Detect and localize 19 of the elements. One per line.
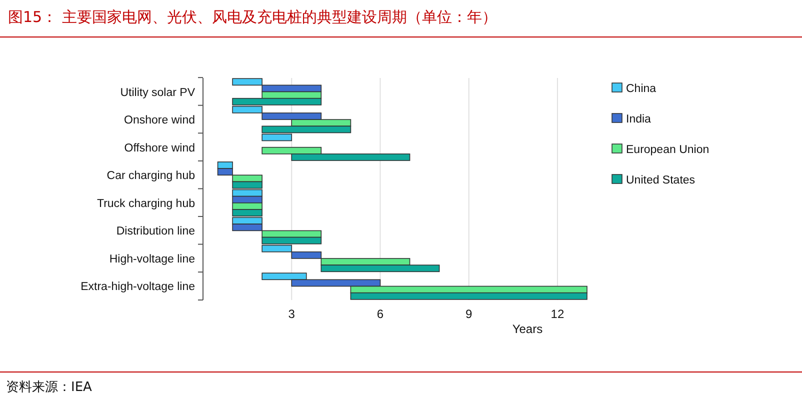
y-tick-label: Utility solar PV: [120, 86, 196, 99]
x-tick-label: 3: [288, 307, 296, 321]
y-tick-label: Offshore wind: [124, 142, 195, 154]
y-tick-label: Extra-high-voltage line: [80, 281, 195, 294]
x-tick-label: 9: [466, 307, 472, 321]
y-tick-label: Onshore wind: [124, 114, 195, 127]
legend-label: China: [626, 83, 657, 95]
y-tick-label: Car charging hub: [106, 170, 195, 182]
legend-label: United States: [626, 174, 696, 186]
legend-label: European Union: [626, 144, 710, 156]
x-axis-title: Years: [512, 322, 543, 336]
legend-label: India: [626, 114, 652, 126]
text: 资料来源：IEA: [6, 380, 92, 395]
y-tick-label: Distribution line: [116, 226, 195, 238]
chart-title: 图15： 主要国家电网、光伏、风电及充电桩的典型建设周期（单位：年）: [8, 8, 497, 26]
x-tick-label: 6: [376, 307, 384, 321]
y-tick-label: Truck charging hub: [96, 198, 195, 210]
y-tick-label: High-voltage line: [109, 253, 195, 266]
x-tick-label: 12: [550, 307, 564, 321]
